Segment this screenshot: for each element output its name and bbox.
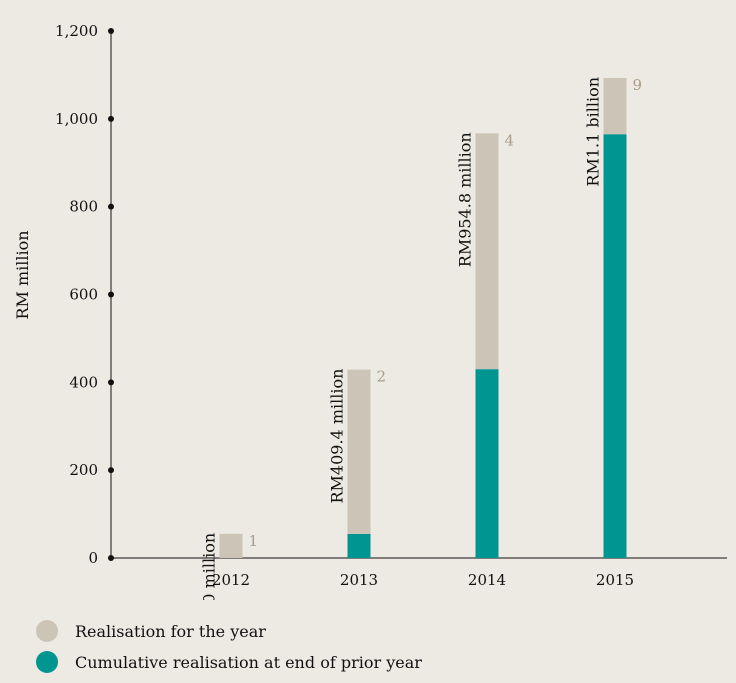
bar-cumulative-segment xyxy=(603,134,627,558)
chart-axes: 0 200 400 600 800 1,000 1,200 RM million xyxy=(13,22,727,567)
y-tick-label: 0 xyxy=(88,549,98,567)
y-tick-label: 800 xyxy=(69,198,98,216)
bar-cumulative-segment xyxy=(475,369,499,558)
y-tick-label: 1,000 xyxy=(55,110,98,128)
legend-item-annual: Realisation for the year xyxy=(36,616,422,646)
y-tick-dot xyxy=(108,203,114,210)
x-tick-label: 2012 xyxy=(212,571,250,589)
legend-item-cumulative: Cumulative realisation at end of prior y… xyxy=(36,647,422,677)
bar-value-label: RM409.4 million xyxy=(328,369,347,504)
bar-annual-segment xyxy=(219,533,243,558)
y-tick-dot xyxy=(108,467,114,474)
chart-legend: Realisation for the year Cumulative real… xyxy=(36,616,422,678)
y-tick-label: 200 xyxy=(69,461,98,479)
x-tick-label: 2015 xyxy=(596,571,634,589)
y-tick-dot xyxy=(108,291,114,298)
bar-annual-segment xyxy=(603,77,627,135)
y-tick-dot xyxy=(108,379,114,386)
bar-count-label: 9 xyxy=(633,76,643,94)
bar-value-label: RM62.0 million xyxy=(200,533,219,600)
x-tick-label: 2013 xyxy=(340,571,378,589)
bar-value-label: RM954.8 million xyxy=(456,132,475,267)
y-tick-label: 1,200 xyxy=(55,22,98,40)
y-tick-dot xyxy=(108,555,114,561)
bar-value-label: RM1.1 billion xyxy=(584,77,603,187)
bar-count-label: 1 xyxy=(249,532,259,550)
bar-count-label: 2 xyxy=(377,368,387,386)
x-tick-label: 2014 xyxy=(468,571,506,589)
bar-cumulative-segment xyxy=(347,533,371,558)
legend-swatch-cumulative xyxy=(36,651,58,673)
bar-annual-segment xyxy=(347,369,371,534)
chart-bars xyxy=(219,77,627,558)
y-tick-label: 600 xyxy=(69,286,98,304)
bar-annual-segment xyxy=(475,133,499,370)
legend-label-cumulative: Cumulative realisation at end of prior y… xyxy=(75,652,422,672)
y-tick-dot xyxy=(108,115,114,122)
bar-count-label: 4 xyxy=(505,131,515,149)
legend-swatch-annual xyxy=(36,620,58,642)
y-axis-title: RM million xyxy=(13,230,32,319)
legend-label-annual: Realisation for the year xyxy=(75,621,266,641)
y-tick-dot xyxy=(108,28,114,34)
y-tick-label: 400 xyxy=(69,373,98,391)
